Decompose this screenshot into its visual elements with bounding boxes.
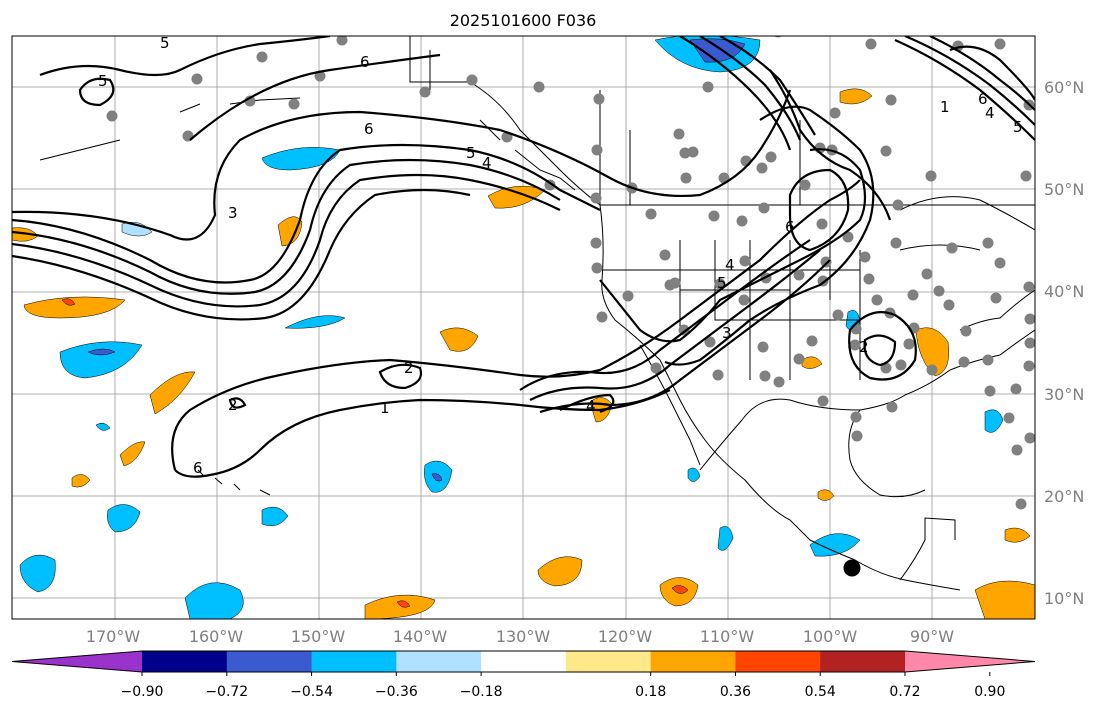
svg-text:6: 6: [364, 120, 374, 138]
svg-text:40°N: 40°N: [1044, 282, 1084, 301]
svg-text:5: 5: [466, 144, 476, 162]
colorbar-segment: [481, 651, 567, 672]
svg-text:150°W: 150°W: [291, 627, 346, 646]
svg-text:2: 2: [859, 338, 869, 356]
contour-lines: [12, 36, 1035, 478]
storm-marker: [843, 559, 861, 577]
svg-text:5: 5: [1013, 118, 1023, 136]
svg-text:4: 4: [985, 104, 995, 122]
colorbar-segment: [820, 651, 906, 672]
colorbar-tick-label: 0.72: [889, 684, 920, 700]
svg-text:100°W: 100°W: [803, 627, 858, 646]
graticule: [12, 36, 1035, 619]
colorbar-segment: [565, 651, 652, 672]
svg-text:170°W: 170°W: [86, 627, 141, 646]
latitude-labels: 60°N 50°N 40°N 30°N 20°N 10°N: [1044, 78, 1084, 608]
svg-text:60°N: 60°N: [1044, 78, 1084, 97]
colorbar-tick-label: −0.54: [290, 684, 333, 700]
svg-text:90°W: 90°W: [910, 627, 954, 646]
svg-text:6: 6: [360, 53, 370, 71]
svg-text:4: 4: [586, 397, 596, 415]
anomaly-fills: [12, 36, 1035, 619]
map-area: [12, 36, 1035, 619]
svg-text:30°N: 30°N: [1044, 385, 1084, 404]
colorbar-tick-label: 0.54: [805, 684, 836, 700]
svg-text:130°W: 130°W: [496, 627, 551, 646]
svg-text:6: 6: [785, 218, 795, 236]
svg-text:5: 5: [717, 274, 727, 292]
svg-text:2: 2: [228, 396, 238, 414]
svg-text:120°W: 120°W: [598, 627, 653, 646]
map-content: 5 6 6 5 4 3 2 2 1 6 4 5 3 4 6 2 1 6 4 5 …: [12, 34, 1035, 619]
svg-text:10°N: 10°N: [1044, 589, 1084, 608]
map-title: 2025101600 F036: [450, 11, 597, 30]
map-border: [11, 35, 1036, 620]
colorbar-tick-label: −0.90: [121, 684, 164, 700]
colorbar-tick-label: −0.72: [205, 684, 248, 700]
svg-text:50°N: 50°N: [1044, 180, 1084, 199]
colorbar-segment: [396, 651, 482, 672]
coastlines: [39, 36, 1035, 591]
colorbar-tick-label: 0.18: [635, 684, 666, 700]
svg-text:1: 1: [380, 399, 390, 417]
svg-text:6: 6: [978, 90, 988, 108]
svg-text:4: 4: [482, 154, 492, 172]
svg-text:5: 5: [98, 72, 108, 90]
svg-text:3: 3: [228, 204, 238, 222]
contour-labels: 5 6 6 5 4 3 2 2 1 6 4 5 3 4 6 2 1 6 4 5 …: [98, 34, 1023, 477]
colorbar-segment: [311, 651, 397, 672]
svg-text:110°W: 110°W: [700, 627, 755, 646]
colorbar-extend-high: [905, 651, 1035, 672]
colorbar-tick-label: −0.18: [460, 684, 503, 700]
colorbar-segment: [650, 651, 736, 672]
colorbar-tick-label: −0.36: [375, 684, 418, 700]
colorbar-tick-label: 0.36: [720, 684, 751, 700]
colorbar-tick-label: 0.90: [974, 684, 1005, 700]
colorbar-segment: [735, 651, 821, 672]
svg-text:6: 6: [193, 459, 203, 477]
svg-text:3: 3: [722, 324, 732, 342]
svg-text:20°N: 20°N: [1044, 487, 1084, 506]
longitude-labels: 170°W 160°W 150°W 140°W 130°W 120°W 110°…: [86, 627, 954, 646]
svg-text:5: 5: [160, 34, 170, 52]
svg-text:160°W: 160°W: [189, 627, 244, 646]
svg-text:140°W: 140°W: [393, 627, 448, 646]
colorbar-extend-low: [12, 651, 142, 672]
svg-text:2: 2: [404, 359, 414, 377]
svg-text:4: 4: [725, 256, 735, 274]
colorbar: −0.90 −0.72 −0.54 −0.36 −0.18 0.18 0.36 0.54 0.7…: [11, 650, 1036, 700]
colorbar-segment: [142, 651, 228, 672]
colorbar-segment: [226, 651, 313, 672]
svg-text:1: 1: [940, 98, 950, 116]
